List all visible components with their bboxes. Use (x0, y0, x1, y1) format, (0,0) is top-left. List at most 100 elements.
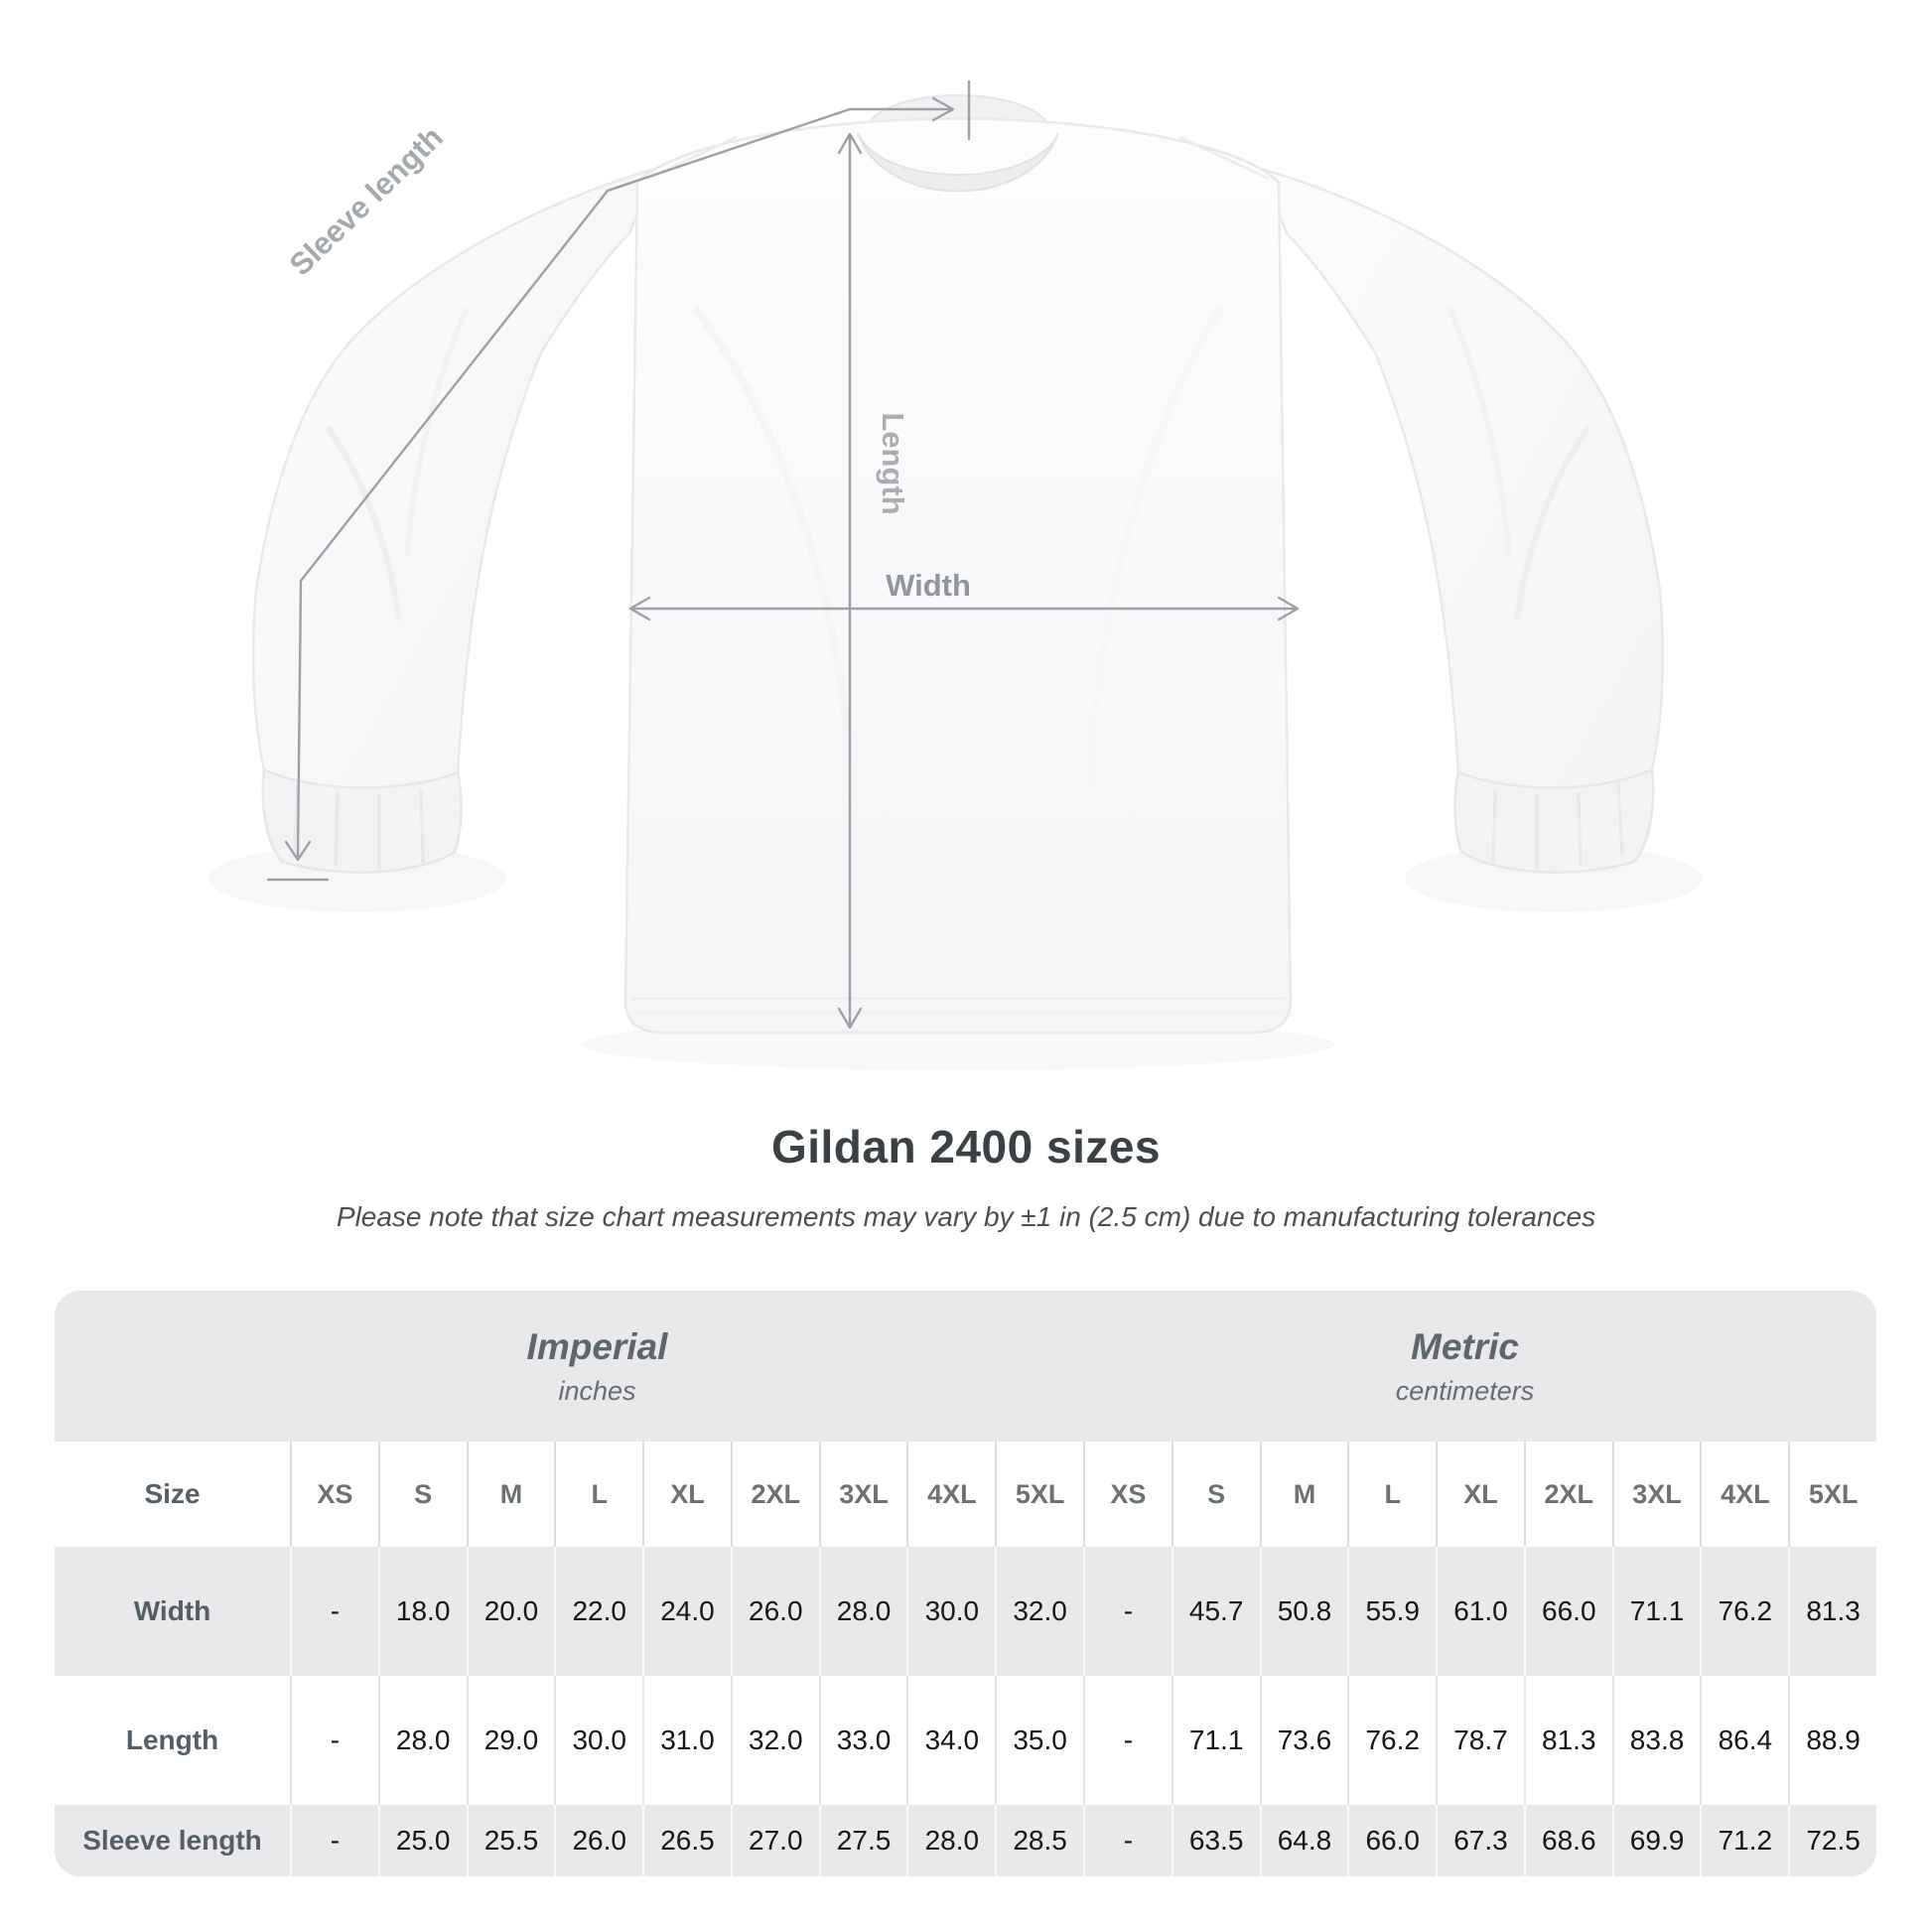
value-cell: 81.3 (1523, 1676, 1612, 1805)
value-cell: 66.0 (1523, 1547, 1612, 1676)
size-header-cell: XL (642, 1442, 731, 1547)
value-cell: 28.0 (818, 1547, 907, 1676)
width-arrow-left-icon (628, 596, 651, 621)
size-header-cell: S (1171, 1442, 1260, 1547)
value-cell: 71.2 (1700, 1805, 1788, 1876)
value-cell: 29.0 (466, 1676, 555, 1805)
shirt-front-collar (857, 132, 1059, 193)
value-cell: 50.8 (1259, 1547, 1348, 1676)
value-cell: 81.3 (1788, 1547, 1876, 1676)
shirt-right-cuff (1453, 767, 1655, 874)
tolerance-note: Please note that size chart measurements… (336, 1201, 1596, 1232)
value-cell: 24.0 (642, 1547, 731, 1676)
value-cell: 72.5 (1788, 1805, 1876, 1876)
imperial-unit: inches (558, 1375, 636, 1406)
value-cell: - (1083, 1805, 1172, 1876)
shirt-right-sleeve (1258, 167, 1665, 874)
value-cell: 28.5 (995, 1805, 1083, 1876)
value-cell: 83.8 (1611, 1676, 1701, 1805)
sleeve-length-arrow-down-icon (284, 840, 312, 862)
sleeve-length-line (296, 107, 953, 858)
value-cell: 30.0 (554, 1676, 642, 1805)
value-cell: 71.1 (1171, 1676, 1260, 1805)
size-header-cell: XS (290, 1442, 378, 1547)
size-header-cell: 3XL (818, 1442, 907, 1547)
size-header-cell: 5XL (995, 1442, 1083, 1547)
size-column-header: Size (144, 1478, 201, 1509)
value-cell: - (1083, 1547, 1172, 1676)
imperial-header: Imperial inches (201, 1291, 994, 1442)
value-cell: 64.8 (1259, 1805, 1348, 1876)
metric-header: Metric centimeters (1068, 1291, 1862, 1442)
page-title: Gildan 2400 sizes (770, 1121, 1162, 1173)
row-label-sleeve-length: Sleeve length (82, 1825, 262, 1856)
imperial-name: Imperial (526, 1325, 668, 1367)
value-cell: 76.2 (1700, 1547, 1788, 1676)
value-cell: 61.0 (1436, 1547, 1524, 1676)
length-label: Length (876, 412, 910, 514)
value-cell: - (290, 1547, 378, 1676)
value-cell: 33.0 (818, 1676, 907, 1805)
size-header-cell: 5XL (1788, 1442, 1876, 1547)
shirt-diagram: Sleeve length Length Width (251, 79, 1665, 1035)
width-label: Width (886, 568, 971, 603)
value-cell: - (1083, 1676, 1172, 1805)
value-cell: 34.0 (906, 1676, 995, 1805)
size-header-cell: 4XL (1700, 1442, 1788, 1547)
measurement-annotations (266, 79, 1300, 1030)
length-arrow-down-icon (837, 1007, 863, 1030)
value-cell: 73.6 (1259, 1676, 1348, 1805)
value-cell: 78.7 (1436, 1676, 1524, 1805)
value-cell: 25.5 (466, 1805, 555, 1876)
length-row: Length -28.0 29.0 30.0 31.0 32.0 33.0 34.0 35.0… (55, 1676, 1876, 1805)
value-cell: 26.5 (642, 1805, 731, 1876)
value-cell: 35.0 (995, 1676, 1083, 1805)
value-cell: 86.4 (1700, 1676, 1788, 1805)
value-cell: - (290, 1676, 378, 1805)
size-header-cell: 2XL (730, 1442, 819, 1547)
value-cell: 69.9 (1611, 1805, 1701, 1876)
value-cell: 45.7 (1171, 1547, 1260, 1676)
sleeve-length-row: Sleeve length -25.0 25.5 26.0 26.5 27.0 27.5 2… (55, 1805, 1876, 1876)
value-cell: - (290, 1805, 378, 1876)
value-cell: 26.0 (730, 1547, 819, 1676)
value-cell: 22.0 (554, 1547, 642, 1676)
value-cell: 20.0 (466, 1547, 555, 1676)
size-header-cell: M (1259, 1442, 1348, 1547)
size-header-cell: S (377, 1442, 467, 1547)
size-header-row: Size XS S M L XL 2XL 3XL 4XL 5XL XS S M L XL 2XL 3XL 4XL… (55, 1442, 1876, 1547)
size-table: Imperial inches Metric centimeters Size … (55, 1291, 1876, 1876)
unit-header-row: Imperial inches Metric centimeters (55, 1291, 1876, 1442)
value-cell: 26.0 (554, 1805, 642, 1876)
size-header-cell: 3XL (1611, 1442, 1701, 1547)
row-label-length: Length (125, 1725, 219, 1755)
size-header-cell: 4XL (906, 1442, 995, 1547)
width-arrow-right-icon (1277, 596, 1300, 621)
value-cell: 88.9 (1788, 1676, 1876, 1805)
value-cell: 66.0 (1347, 1805, 1436, 1876)
length-arrow-up-icon (837, 132, 863, 155)
size-header-cell: L (1347, 1442, 1436, 1547)
value-cell: 27.0 (730, 1805, 819, 1876)
value-cell: 27.5 (818, 1805, 907, 1876)
shirt-left-cuff (261, 767, 463, 874)
metric-unit: centimeters (1395, 1375, 1535, 1406)
sleeve-length-label: Sleeve length (283, 119, 450, 282)
value-cell: 68.6 (1523, 1805, 1612, 1876)
value-cell: 30.0 (906, 1547, 995, 1676)
size-header-cell: XS (1083, 1442, 1172, 1547)
shirt-left-sleeve (251, 167, 658, 874)
value-cell: 76.2 (1347, 1676, 1436, 1805)
value-cell: 18.0 (377, 1547, 467, 1676)
value-cell: 55.9 (1347, 1547, 1436, 1676)
size-header-cell: XL (1436, 1442, 1524, 1547)
value-cell: 71.1 (1611, 1547, 1701, 1676)
metric-name: Metric (1411, 1325, 1519, 1367)
value-cell: 25.0 (377, 1805, 467, 1876)
size-header-cell: L (554, 1442, 642, 1547)
value-cell: 63.5 (1171, 1805, 1260, 1876)
value-cell: 28.0 (906, 1805, 995, 1876)
value-cell: 32.0 (995, 1547, 1083, 1676)
sleeve-length-arrow-right-icon (931, 96, 955, 122)
